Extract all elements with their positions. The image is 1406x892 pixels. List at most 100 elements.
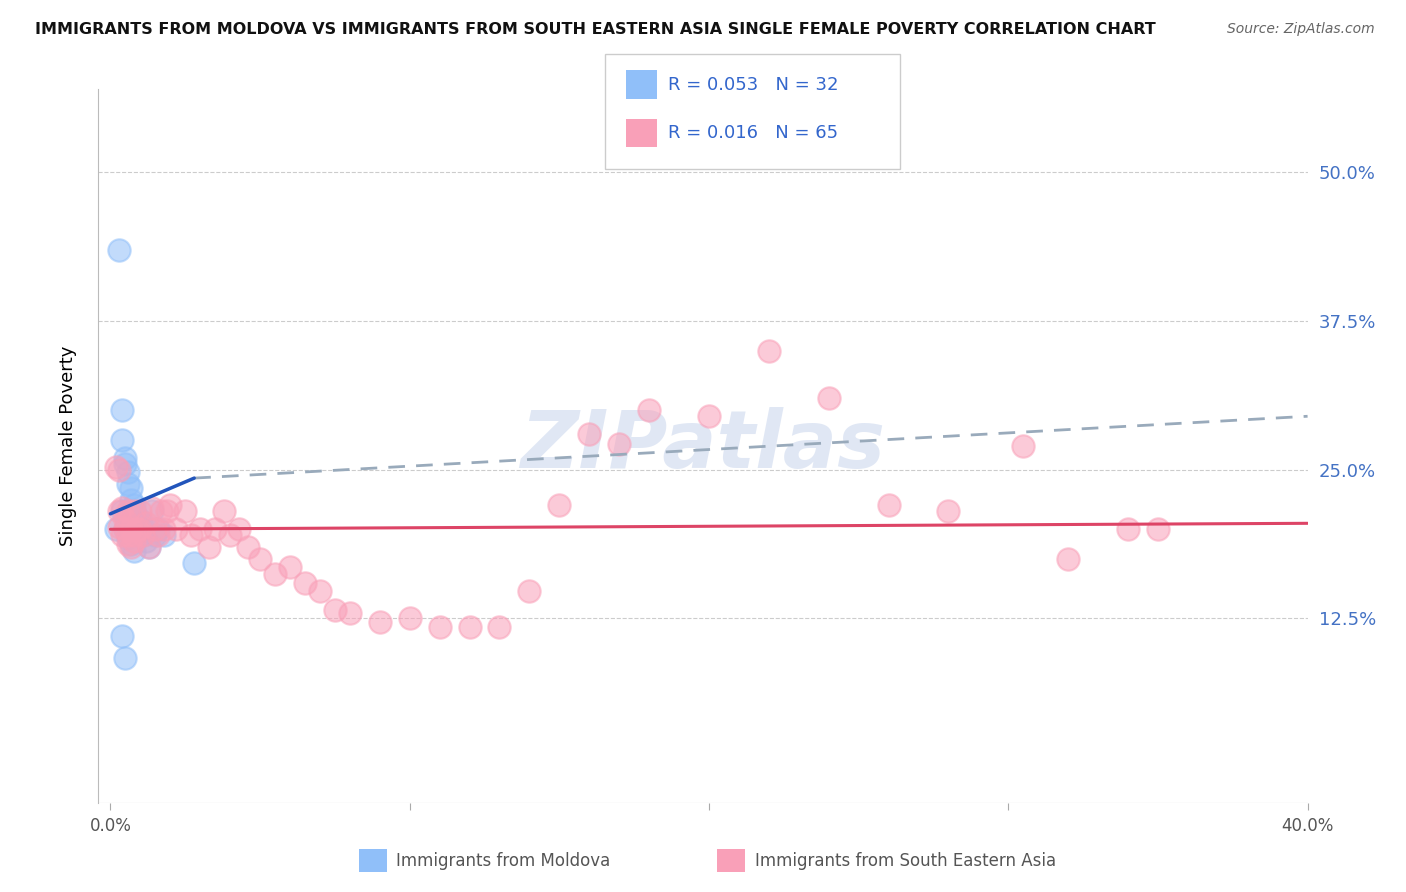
Point xyxy=(129,513,152,527)
Point xyxy=(458,620,481,634)
Point xyxy=(111,500,134,515)
Point xyxy=(127,522,149,536)
Point xyxy=(124,499,146,513)
Point xyxy=(108,520,131,534)
Point xyxy=(141,500,163,515)
Point xyxy=(697,409,720,424)
Point xyxy=(127,516,149,531)
Text: Immigrants from Moldova: Immigrants from Moldova xyxy=(396,852,610,870)
Point xyxy=(117,536,139,550)
Point xyxy=(114,457,136,471)
Point xyxy=(143,522,166,536)
Point xyxy=(236,540,259,554)
Text: R = 0.016   N = 65: R = 0.016 N = 65 xyxy=(668,124,838,142)
Point xyxy=(1147,522,1170,536)
Point xyxy=(124,528,146,542)
Point xyxy=(124,504,146,518)
Point xyxy=(117,504,139,518)
Point xyxy=(108,243,131,257)
Point xyxy=(138,540,160,554)
Point xyxy=(212,504,235,518)
Point xyxy=(120,536,142,550)
Point xyxy=(548,499,571,513)
Point xyxy=(877,499,900,513)
Point xyxy=(1116,522,1139,536)
Point xyxy=(368,615,391,629)
Point xyxy=(204,522,226,536)
Text: IMMIGRANTS FROM MOLDOVA VS IMMIGRANTS FROM SOUTH EASTERN ASIA SINGLE FEMALE POVE: IMMIGRANTS FROM MOLDOVA VS IMMIGRANTS FR… xyxy=(35,22,1156,37)
Text: ZIPatlas: ZIPatlas xyxy=(520,407,886,485)
Point xyxy=(165,522,187,536)
Point xyxy=(278,560,301,574)
Point xyxy=(120,522,142,536)
Point xyxy=(156,504,179,518)
Point xyxy=(135,516,157,531)
Point xyxy=(114,450,136,465)
Point xyxy=(758,343,780,358)
Point xyxy=(153,528,176,542)
Point xyxy=(198,540,221,554)
Point xyxy=(132,528,155,542)
Point xyxy=(111,504,134,518)
Point xyxy=(429,620,451,634)
Point xyxy=(117,477,139,491)
Point xyxy=(150,504,173,518)
Point xyxy=(264,567,287,582)
Point xyxy=(180,528,202,542)
Point xyxy=(138,540,160,554)
Y-axis label: Single Female Poverty: Single Female Poverty xyxy=(59,346,77,546)
Point xyxy=(129,522,152,536)
Point xyxy=(174,504,197,518)
Point xyxy=(323,603,346,617)
Point xyxy=(114,522,136,536)
Point xyxy=(120,481,142,495)
Point xyxy=(114,513,136,527)
Point xyxy=(127,510,149,524)
Point xyxy=(117,528,139,542)
Point xyxy=(135,534,157,549)
Point xyxy=(117,531,139,545)
Point xyxy=(607,436,630,450)
Point xyxy=(132,528,155,542)
Point xyxy=(638,403,661,417)
Point xyxy=(124,543,146,558)
Point xyxy=(578,427,600,442)
Point xyxy=(129,522,152,536)
Point xyxy=(111,528,134,542)
Point xyxy=(124,534,146,549)
Point xyxy=(398,611,420,625)
Point xyxy=(153,522,176,536)
Point xyxy=(120,492,142,507)
Point xyxy=(132,522,155,536)
Point xyxy=(488,620,510,634)
Point xyxy=(1057,552,1080,566)
Text: Immigrants from South Eastern Asia: Immigrants from South Eastern Asia xyxy=(755,852,1056,870)
Point xyxy=(519,584,541,599)
Point xyxy=(219,528,242,542)
Point xyxy=(817,392,839,406)
Point xyxy=(108,463,131,477)
Point xyxy=(188,522,211,536)
Text: Source: ZipAtlas.com: Source: ZipAtlas.com xyxy=(1227,22,1375,37)
Point xyxy=(111,403,134,417)
Point xyxy=(114,650,136,665)
Point xyxy=(148,522,170,536)
Text: R = 0.053   N = 32: R = 0.053 N = 32 xyxy=(668,76,838,94)
Point xyxy=(1012,439,1035,453)
Point xyxy=(309,584,332,599)
Point xyxy=(938,504,960,518)
Point xyxy=(124,504,146,518)
Point xyxy=(183,556,205,570)
Point xyxy=(148,528,170,542)
Point xyxy=(111,433,134,447)
Point xyxy=(228,522,250,536)
Point xyxy=(111,629,134,643)
Point xyxy=(114,522,136,536)
Point xyxy=(141,504,163,518)
Point xyxy=(108,504,131,518)
Point xyxy=(249,552,271,566)
Point xyxy=(339,606,361,620)
Point xyxy=(129,504,152,518)
Point xyxy=(105,522,128,536)
Point xyxy=(120,540,142,554)
